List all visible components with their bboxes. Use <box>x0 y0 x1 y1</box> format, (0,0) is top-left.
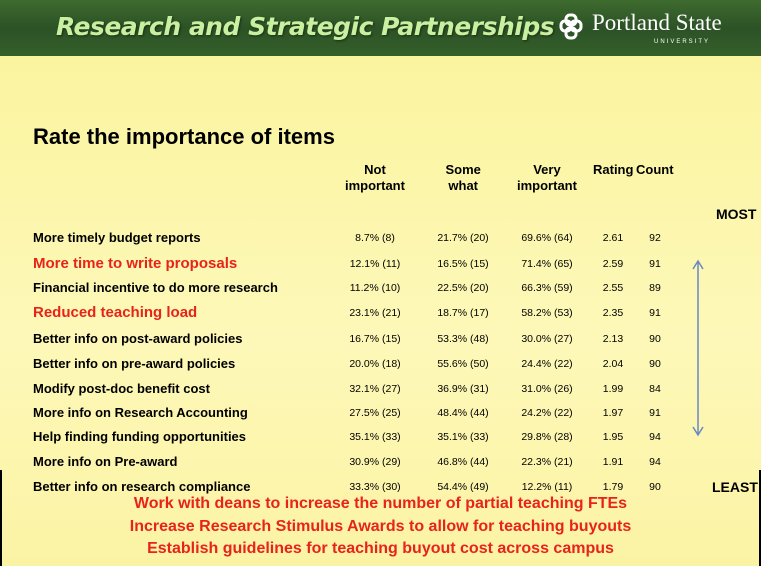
table-cell: 90 <box>649 481 661 493</box>
top-label: MOST <box>716 206 757 222</box>
row-label: Better info on research compliance <box>33 479 251 494</box>
table-cell: 22.5% (20) <box>437 282 489 294</box>
range-arrow <box>692 259 704 437</box>
table-cell: 1.79 <box>602 481 624 493</box>
table-cell: 2.13 <box>602 333 624 345</box>
table-cell: 1.97 <box>602 407 624 419</box>
bottom-label: LEAST <box>712 479 758 495</box>
table-cell: 30.9% (29) <box>349 456 401 468</box>
logo-text: Portland State <box>592 10 722 35</box>
table-cell: 24.2% (22) <box>521 407 573 419</box>
table-cell: 90 <box>649 333 661 345</box>
logo-subtext: UNIVERSITY <box>654 39 711 45</box>
row-label: Reduced teaching load <box>33 304 198 321</box>
table-cell: 12.2% (11) <box>521 481 573 493</box>
table-cell: 2.35 <box>602 307 624 319</box>
table-cell: 36.9% (31) <box>437 383 489 395</box>
table-cell: 69.6% (64) <box>521 232 573 244</box>
table-cell: 1.99 <box>602 383 624 395</box>
row-label: Help finding funding opportunities <box>33 429 247 444</box>
table-cell: 12.1% (11) <box>349 258 401 270</box>
column-header: Very important <box>517 162 577 193</box>
table-cell: 66.3% (59) <box>521 282 573 294</box>
table-cell: 58.2% (53) <box>521 307 573 319</box>
table-cell: 2.55 <box>602 282 624 294</box>
logo-icon <box>559 13 583 40</box>
table-cell: 53.3% (48) <box>437 333 489 345</box>
table-cell: 48.4% (44) <box>437 407 489 419</box>
table-cell: 94 <box>649 431 661 443</box>
row-label: More info on Research Accounting <box>33 405 248 420</box>
table-cell: 54.4% (49) <box>437 481 489 493</box>
table-cell: 21.7% (20) <box>437 232 489 244</box>
row-label: Financial incentive to do more research <box>33 280 278 295</box>
table-cell: 89 <box>649 282 661 294</box>
table-cell: 91 <box>649 407 661 419</box>
table-cell: 91 <box>649 258 661 270</box>
column-header: Count <box>636 162 674 177</box>
table-cell: 31.0% (26) <box>521 383 573 395</box>
recommendation: Increase Research Stimulus Awards to all… <box>129 518 632 535</box>
table-cell: 2.59 <box>602 258 624 270</box>
table-cell: 84 <box>649 383 661 395</box>
table-cell: 35.1% (33) <box>437 431 489 443</box>
table-cell: 35.1% (33) <box>349 431 401 443</box>
table-cell: 1.91 <box>602 456 624 468</box>
table-cell: 16.5% (15) <box>437 258 489 270</box>
slide-title: Rate the importance of items <box>33 124 335 149</box>
table-cell: 22.3% (21) <box>521 456 573 468</box>
table-cell: 16.7% (15) <box>349 333 401 345</box>
column-header: Not important <box>345 162 405 193</box>
table-cell: 23.1% (21) <box>349 307 401 319</box>
table-cell: 30.0% (27) <box>521 333 573 345</box>
recommendation: Work with deans to increase the number o… <box>133 495 628 512</box>
row-label: Modify post-doc benefit cost <box>33 381 210 396</box>
table-cell: 29.8% (28) <box>521 431 573 443</box>
table-cell: 2.61 <box>602 232 624 244</box>
frame-edge <box>0 470 2 566</box>
table-cell: 20.0% (18) <box>349 358 401 370</box>
table-cell: 32.1% (27) <box>349 383 401 395</box>
row-label: More time to write proposals <box>33 255 238 272</box>
column-header: Rating <box>593 162 634 177</box>
table-cell: 24.4% (22) <box>521 358 573 370</box>
table-cell: 2.04 <box>602 358 624 370</box>
table-cell: 94 <box>649 456 661 468</box>
header-title: Research and Strategic Partnerships <box>56 12 555 41</box>
table-cell: 1.95 <box>602 431 624 443</box>
header-bar: Research and Strategic Partnerships Port… <box>0 0 761 56</box>
row-label: More info on Pre-award <box>33 454 178 469</box>
row-label: More timely budget reports <box>33 230 201 245</box>
frame-edge <box>759 470 761 566</box>
table-cell: 33.3% (30) <box>349 481 401 493</box>
table-cell: 18.7% (17) <box>437 307 489 319</box>
table-cell: 55.6% (50) <box>437 358 489 370</box>
table-cell: 90 <box>649 358 661 370</box>
table-cell: 11.2% (10) <box>349 282 401 294</box>
table-cell: 71.4% (65) <box>521 258 573 270</box>
table-cell: 92 <box>649 232 661 244</box>
row-label: Better info on pre-award policies <box>33 356 236 371</box>
recommendation: Establish guidelines for teaching buyout… <box>147 540 614 557</box>
column-header: Some what <box>445 162 481 193</box>
table-cell: 8.7% (8) <box>355 232 395 244</box>
table-cell: 46.8% (44) <box>437 456 489 468</box>
table-cell: 27.5% (25) <box>349 407 401 419</box>
row-label: Better info on post-award policies <box>33 331 243 346</box>
table-cell: 91 <box>649 307 661 319</box>
